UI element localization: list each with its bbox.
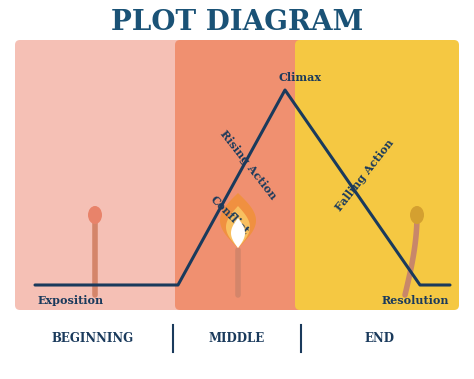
Text: MIDDLE: MIDDLE [209, 332, 265, 345]
Polygon shape [220, 193, 256, 248]
Ellipse shape [410, 206, 424, 224]
Polygon shape [231, 218, 245, 248]
Text: Rising Action: Rising Action [218, 128, 278, 202]
Text: BEGINNING: BEGINNING [51, 332, 134, 345]
FancyBboxPatch shape [175, 40, 303, 310]
Text: Climax: Climax [279, 72, 321, 83]
Polygon shape [226, 206, 250, 248]
FancyBboxPatch shape [295, 40, 459, 310]
Text: Falling Action: Falling Action [334, 137, 396, 213]
Ellipse shape [88, 206, 102, 224]
FancyBboxPatch shape [15, 40, 183, 310]
Text: END: END [364, 332, 394, 345]
Text: Resolution: Resolution [381, 295, 449, 306]
Text: Conflict: Conflict [209, 194, 252, 236]
Text: PLOT DIAGRAM: PLOT DIAGRAM [111, 8, 363, 36]
Text: Exposition: Exposition [38, 295, 104, 306]
